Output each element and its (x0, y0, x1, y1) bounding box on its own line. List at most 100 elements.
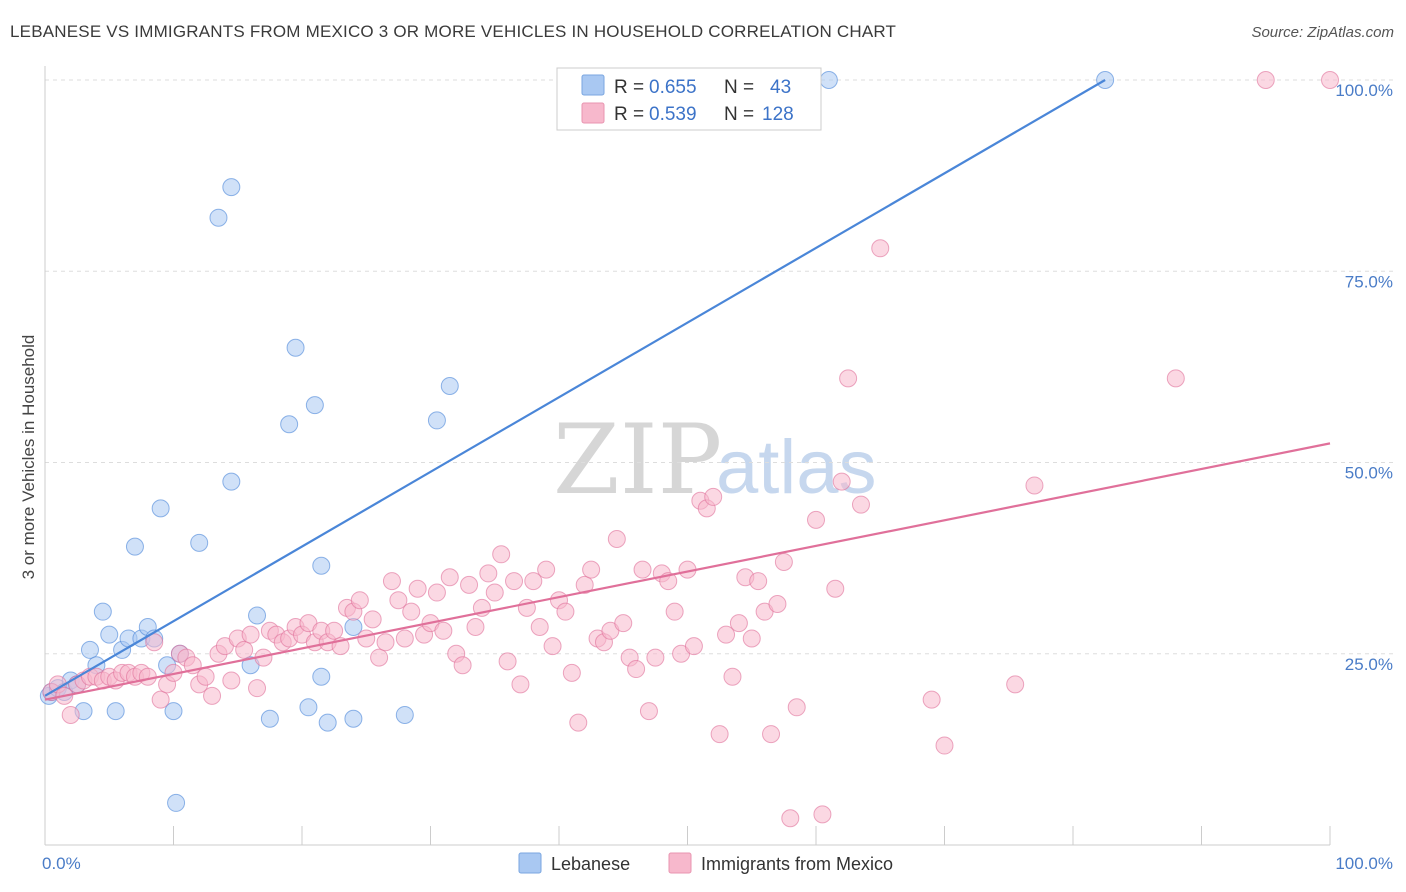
legend-r-label-2: R = (614, 104, 644, 125)
data-point (440, 568, 459, 587)
data-point (1025, 476, 1044, 495)
y-axis-label: 3 or more Vehicles in Household (19, 335, 38, 580)
data-point (627, 660, 646, 679)
data-point (286, 338, 305, 357)
watermark-atlas: atlas (716, 425, 877, 510)
data-point (222, 671, 241, 690)
data-point (704, 487, 723, 506)
x-tick-label: 0.0% (42, 854, 81, 873)
data-point (492, 545, 511, 564)
data-point (742, 629, 761, 648)
data-point (427, 583, 446, 602)
data-point (402, 602, 421, 621)
data-point (832, 472, 851, 491)
data-point (241, 625, 260, 644)
y-tick-label: 100.0% (1335, 81, 1393, 100)
legend-swatch-mexico (581, 102, 605, 124)
data-point (222, 472, 241, 491)
data-point (1006, 675, 1025, 694)
data-point (485, 583, 504, 602)
data-point (543, 637, 562, 656)
data-point (350, 591, 369, 610)
data-point (370, 648, 389, 667)
data-point (80, 640, 99, 659)
data-point (524, 572, 543, 591)
grid-lines (45, 79, 1395, 655)
data-point (460, 575, 479, 594)
data-point (1166, 369, 1185, 388)
data-point (395, 629, 414, 648)
bottom-legend-swatch-mexico (668, 852, 692, 874)
data-point (466, 617, 485, 636)
data-point (138, 667, 157, 686)
data-point (723, 667, 742, 686)
data-point (196, 667, 215, 686)
data-point (299, 698, 318, 717)
data-point (376, 633, 395, 652)
data-point (1321, 71, 1339, 89)
data-point (280, 415, 299, 434)
tick-labels: 25.0% 50.0% 75.0% 100.0% 0.0% 100.0% (42, 81, 1393, 873)
data-point (762, 725, 781, 744)
data-point (839, 369, 858, 388)
data-point (408, 579, 427, 598)
data-point (151, 499, 170, 518)
data-point (145, 633, 164, 652)
data-point (440, 377, 459, 395)
legend-n-value-1: 43 (770, 77, 791, 98)
axes (44, 66, 1331, 846)
bottom-legend-mexico: Immigrants from Mexico (701, 854, 893, 874)
bottom-legend-swatch-lebanese (518, 852, 542, 874)
data-point (151, 690, 170, 709)
data-point (248, 679, 267, 698)
legend-n-label-1: N = (724, 77, 754, 98)
data-point (537, 560, 556, 579)
data-point (710, 725, 729, 744)
data-point (106, 702, 125, 721)
data-point (530, 617, 549, 636)
data-point (575, 575, 594, 594)
data-point (749, 572, 768, 591)
data-point (325, 621, 344, 640)
data-point (768, 595, 787, 614)
data-point (717, 625, 736, 644)
data-point (819, 71, 838, 89)
data-point (434, 621, 453, 640)
data-point (665, 602, 684, 621)
data-point (807, 510, 825, 529)
legend-r-value-1: 0.655 (649, 77, 697, 98)
chart-title: LEBANESE VS IMMIGRANTS FROM MEXICO 3 OR … (10, 22, 897, 41)
stats-legend: R = 0.655 N = 43 R = 0.539 N = 128 (556, 67, 822, 131)
data-point (382, 572, 401, 591)
data-point (318, 713, 337, 732)
data-point (190, 533, 209, 552)
data-point (305, 396, 324, 415)
y-tick-label: 25.0% (1345, 655, 1393, 674)
data-point (100, 625, 119, 644)
data-point (61, 705, 80, 724)
legend-r-value-2: 0.539 (649, 104, 697, 125)
data-point (787, 698, 806, 717)
data-point (164, 702, 183, 721)
data-point (498, 652, 517, 671)
data-point (922, 690, 941, 709)
data-point (167, 793, 186, 812)
data-point (479, 564, 498, 583)
data-point (344, 709, 363, 728)
data-point (684, 637, 703, 656)
data-point (312, 556, 331, 575)
legend-r-label-1: R = (614, 77, 644, 98)
data-point (871, 239, 890, 258)
trend-line-lebanese (44, 79, 1106, 697)
data-point (203, 686, 222, 705)
trend-lines (44, 79, 1331, 701)
data-point (582, 560, 601, 579)
data-point (851, 495, 870, 514)
bottom-legend-lebanese: Lebanese (551, 854, 630, 874)
data-point (389, 591, 408, 610)
data-point (235, 640, 254, 659)
data-point (774, 552, 793, 571)
data-point (260, 709, 279, 728)
data-point (562, 663, 581, 682)
